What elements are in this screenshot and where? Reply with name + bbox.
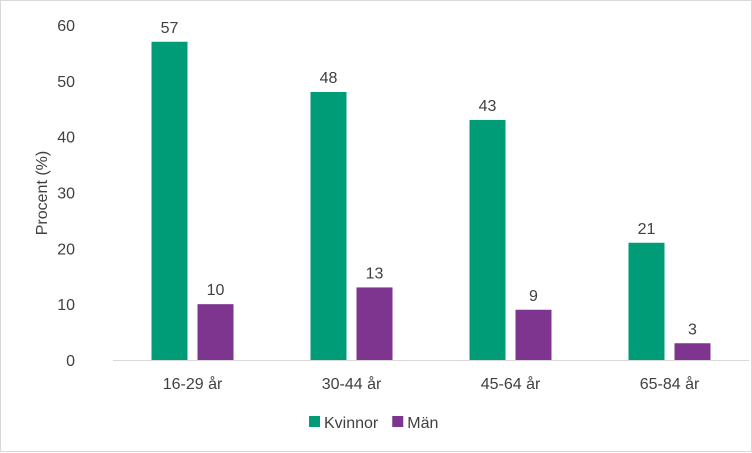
y-tick-label: 20 [57, 241, 75, 258]
bar-män [674, 343, 711, 360]
y-tick-label: 40 [57, 130, 75, 147]
data-label: 21 [638, 221, 656, 238]
x-axis-ticks: 16-29 år 30-44 år 45-64 år 65-84 år [163, 375, 700, 393]
bar-kvinnor [628, 242, 665, 360]
legend-label-kvinnor: Kvinnor [324, 415, 379, 432]
y-tick-label: 0 [66, 353, 75, 370]
y-axis-ticks: 0 10 20 30 40 50 60 [57, 18, 75, 370]
bar-män [515, 309, 552, 360]
bar-kvinnor [151, 41, 188, 360]
x-tick-label: 30-44 år [322, 375, 382, 393]
x-tick-label: 65-84 år [640, 375, 700, 393]
data-label: 13 [366, 265, 384, 282]
y-tick-label: 50 [57, 74, 75, 91]
bar-kvinnor [469, 119, 506, 361]
y-axis-title: Procent (%) [34, 151, 51, 235]
data-label: 57 [161, 20, 179, 37]
data-label: 10 [207, 282, 225, 299]
bars: 57 10 48 13 43 9 21 3 [151, 20, 711, 361]
y-tick-label: 30 [57, 186, 75, 203]
bar-män [356, 287, 393, 360]
y-tick-label: 10 [57, 297, 75, 314]
bar-kvinnor [310, 92, 347, 360]
legend: Kvinnor Män [309, 415, 438, 432]
x-tick-label: 16-29 år [163, 375, 223, 393]
x-tick-label: 45-64 år [481, 375, 541, 393]
bar-män [197, 304, 234, 360]
data-label: 9 [529, 288, 538, 305]
data-label: 3 [688, 321, 697, 338]
data-label: 43 [479, 98, 497, 115]
legend-swatch-män [392, 416, 404, 427]
legend-label-män: Män [407, 415, 438, 432]
y-tick-label: 60 [57, 18, 75, 35]
data-label: 48 [320, 70, 338, 87]
legend-swatch-kvinnor [309, 416, 320, 427]
